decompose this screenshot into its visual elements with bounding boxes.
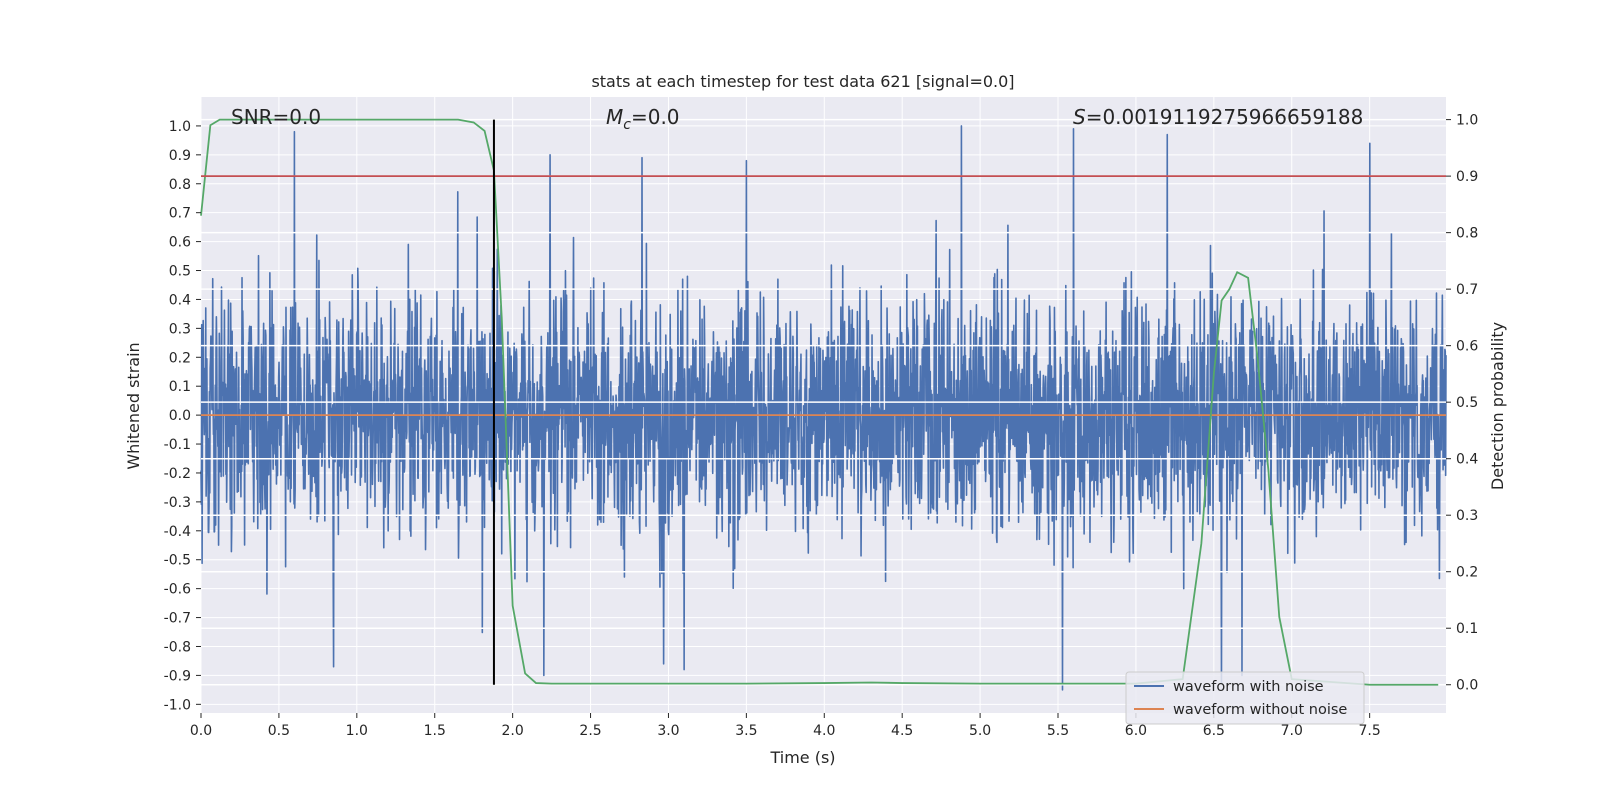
y-tick-label-left: 0.9 — [169, 148, 191, 164]
y-tick-label-left: 0.6 — [169, 235, 191, 251]
y-tick-label-right: 0.3 — [1456, 508, 1478, 524]
y-tick-label-left: 0.4 — [169, 292, 191, 308]
y-tick-label-left: -0.6 — [164, 582, 191, 598]
x-tick-label: 0.5 — [268, 723, 290, 739]
noise-waveform-path — [200, 125, 1447, 691]
y-tick-label-right: 0.9 — [1456, 169, 1478, 185]
y-tick-label-right: 0.5 — [1456, 395, 1478, 411]
x-tick-label: 4.5 — [891, 723, 913, 739]
legend-label-clean: waveform without noise — [1173, 702, 1347, 718]
x-tick-label: 5.5 — [1047, 723, 1069, 739]
y-tick-label-left: -0.1 — [164, 437, 191, 453]
y-tick-label-left: -0.8 — [164, 639, 191, 655]
y-axis-label-left: Whitened strain — [124, 342, 143, 469]
x-tick-label: 7.0 — [1281, 723, 1303, 739]
x-tick-label: 1.0 — [346, 723, 368, 739]
y-tick-label-left: 0.8 — [169, 177, 191, 193]
y-tick-label-left: -0.5 — [164, 553, 191, 569]
y-tick-label-left: 0.5 — [169, 264, 191, 280]
y-tick-label-left: 0.2 — [169, 350, 191, 366]
mc-annotation: Mc=0.0 — [606, 105, 680, 133]
left-axis-ticks: 1.0 0.9 0.8 0.7 0.6 0.5 0.4 0.3 0.2 0.1 0.0 -0.1 -0.… — [164, 119, 201, 713]
chart-title: stats at each timestep for test data 621… — [591, 72, 1014, 91]
y-tick-label-left: -1.0 — [164, 697, 191, 713]
x-tick-label: 3.5 — [735, 723, 757, 739]
mc-value: =0.0 — [631, 105, 680, 129]
x-axis-label: Time (s) — [769, 748, 835, 767]
y-tick-label-left: 0.0 — [169, 408, 191, 424]
y-tick-label-left: 0.1 — [169, 379, 191, 395]
y-tick-label-right: 0.0 — [1456, 678, 1478, 694]
x-tick-label: 7.5 — [1359, 723, 1381, 739]
overlay-lines — [200, 118, 1446, 686]
x-tick-label: 0.0 — [190, 723, 212, 739]
y-tick-label-left: -0.3 — [164, 495, 191, 511]
y-tick-label-right: 0.2 — [1456, 565, 1478, 581]
x-tick-label: 5.0 — [969, 723, 991, 739]
y-tick-label-right: 0.6 — [1456, 339, 1478, 355]
x-tick-label: 2.0 — [502, 723, 524, 739]
s-annotation: S=0.0019119275966659188 — [1073, 105, 1363, 129]
right-axis-ticks: 1.0 0.9 0.8 0.7 0.6 0.5 0.4 0.3 0.2 0.1 0.0 — [1446, 113, 1478, 694]
y-axis-label-right: Detection probability — [1488, 322, 1507, 490]
x-tick-label: 1.5 — [424, 723, 446, 739]
s-symbol: S — [1073, 105, 1086, 129]
y-tick-label-left: -0.4 — [164, 524, 191, 540]
x-tick-label: 6.5 — [1203, 723, 1225, 739]
y-tick-label-right: 1.0 — [1456, 113, 1478, 129]
y-tick-label-left: -0.7 — [164, 611, 191, 627]
y-tick-label-left: 0.7 — [169, 206, 191, 222]
y-tick-label-left: -0.2 — [164, 466, 191, 482]
x-tick-label: 6.0 — [1125, 723, 1147, 739]
mc-symbol: M — [606, 105, 623, 129]
y-tick-label-left: 1.0 — [169, 119, 191, 135]
series-waveform-with-noise — [200, 125, 1447, 691]
mc-subscript: c — [623, 117, 631, 133]
snr-annotation: SNR=0.0 — [231, 105, 321, 129]
legend-box — [1125, 671, 1365, 725]
y-tick-label-right: 0.4 — [1456, 452, 1478, 468]
y-tick-label-left: 0.3 — [169, 321, 191, 337]
y-tick-label-right: 0.8 — [1456, 226, 1478, 242]
y-tick-label-right: 0.7 — [1456, 282, 1478, 298]
x-tick-label: 4.0 — [813, 723, 835, 739]
y-tick-label-right: 0.1 — [1456, 621, 1478, 637]
series-detection-probability — [200, 118, 1439, 686]
legend-label-noise: waveform with noise — [1173, 679, 1324, 695]
s-value: =0.0019119275966659188 — [1086, 105, 1364, 129]
x-tick-label: 3.0 — [657, 723, 679, 739]
y-tick-label-left: -0.9 — [164, 668, 191, 684]
x-tick-label: 2.5 — [579, 723, 601, 739]
legend: waveform with noise waveform without noi… — [1125, 671, 1365, 725]
